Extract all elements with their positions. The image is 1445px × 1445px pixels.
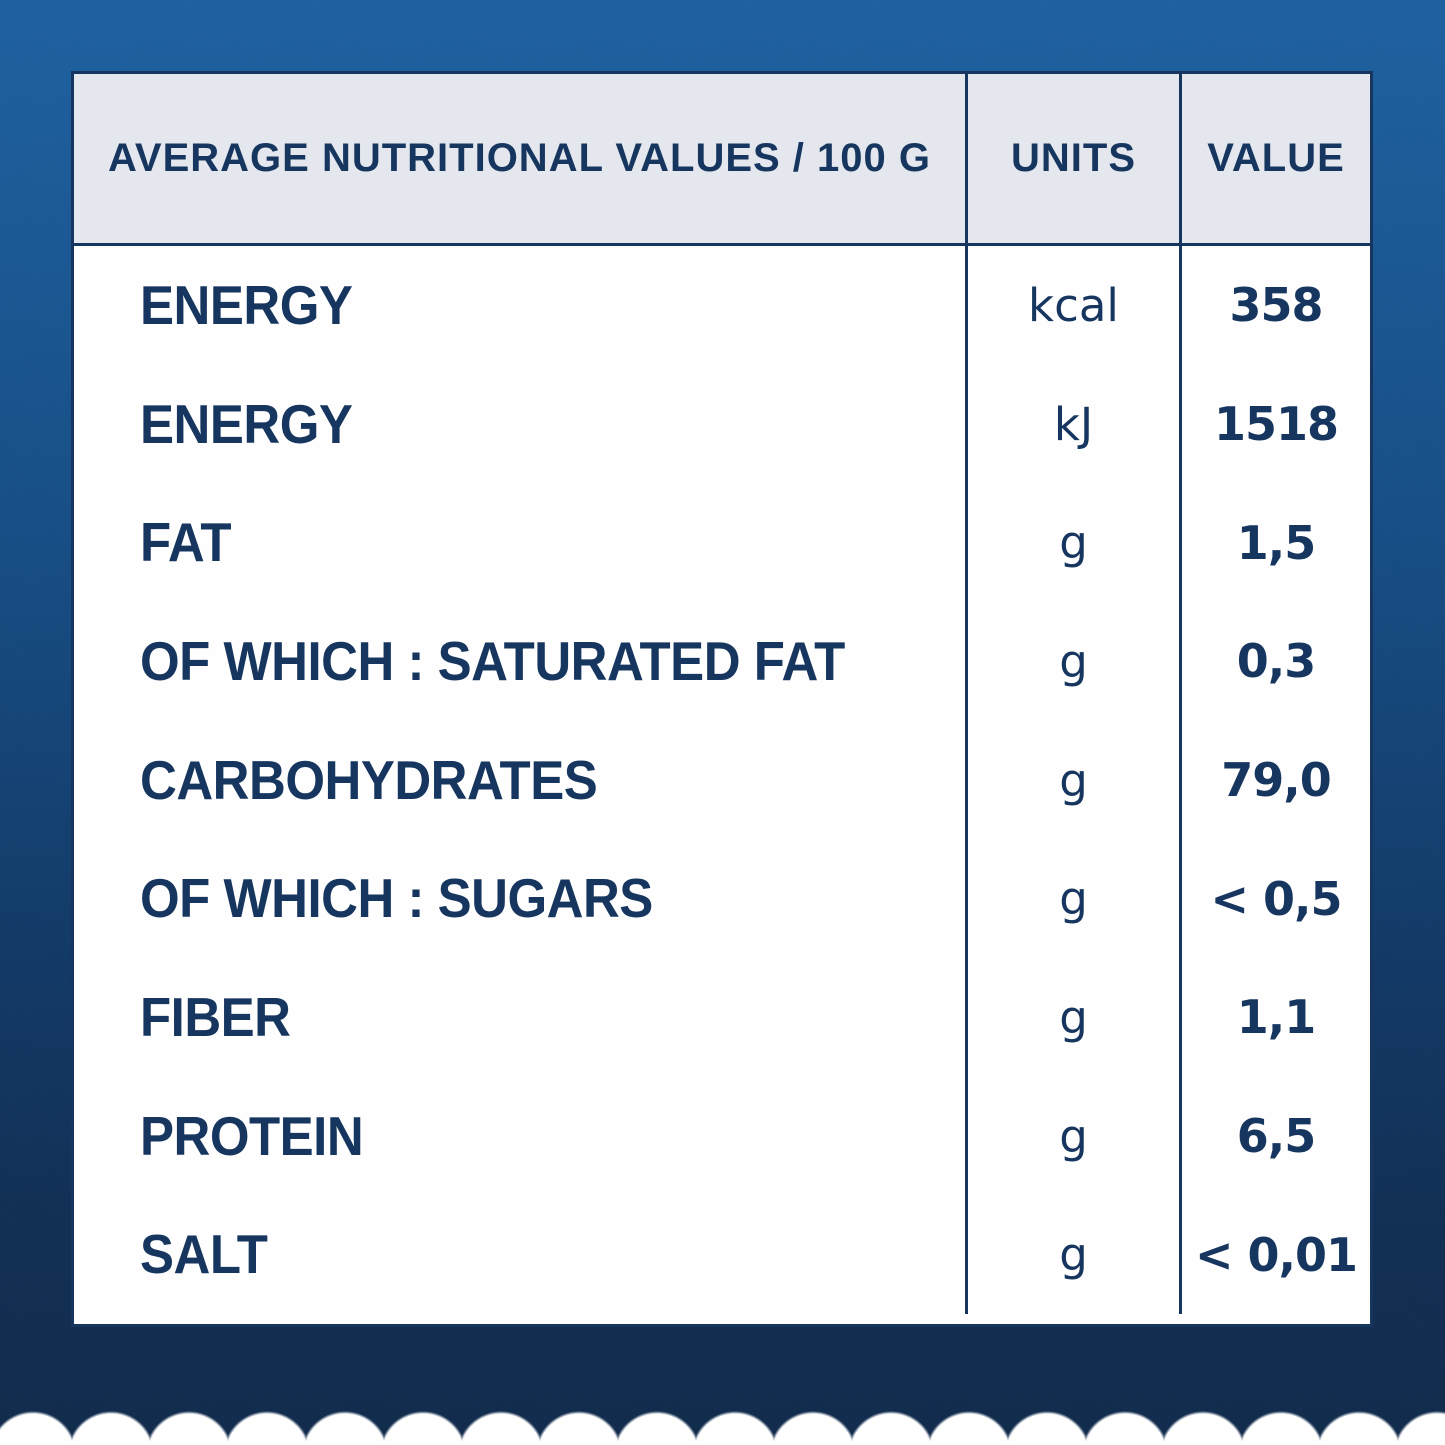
table-row: OF WHICH : SUGARS g < 0,5 [74,839,1370,959]
wrapper-scalloped-edge [0,1399,1445,1445]
table-row: ENERGY kcal 358 [74,246,1370,365]
table-row: OF WHICH : SATURATED FAT g 0,3 [74,602,1370,721]
table-header-row: AVERAGE NUTRITIONAL VALUES / 100 G UNITS… [74,74,1370,246]
nutrient-name-text: OF WHICH : SATURATED FAT [140,630,845,692]
nutrient-name: OF WHICH : SATURATED FAT [74,602,968,721]
nutrient-unit: g [968,720,1182,840]
nutrient-name-text: FAT [140,512,232,574]
nutrient-unit: g [968,958,1182,1077]
nutrient-name-text: SALT [140,1224,268,1286]
table-row: FIBER g 1,1 [74,958,1370,1077]
nutrient-unit: kJ [968,364,1182,484]
nutrient-name: PROTEIN [74,1076,968,1196]
nutrient-name: ENERGY [74,364,968,484]
nutrient-name: OF WHICH : SUGARS [74,839,968,959]
nutrient-name-text: OF WHICH : SUGARS [140,868,653,930]
nutrient-name: ENERGY [74,246,968,365]
nutrient-name: FAT [74,483,968,603]
nutrient-unit: g [968,483,1182,603]
nutrient-name-text: PROTEIN [140,1105,364,1167]
nutrient-unit: g [968,1076,1182,1196]
nutrient-unit: g [968,839,1182,959]
nutrient-name: SALT [74,1195,968,1315]
nutrient-unit: g [968,602,1182,721]
header-units: UNITS [968,74,1182,243]
nutrient-value: < 0,5 [1210,871,1342,926]
nutrient-unit: kcal [968,246,1182,365]
table-row: CARBOHYDRATES g 79,0 [74,720,1370,840]
table-body: ENERGY kcal 358 ENERGY kJ 1518 FAT g 1,5… [74,246,1370,1324]
nutrient-value: 1,1 [1236,990,1317,1045]
nutrient-value: 0,3 [1236,634,1317,689]
table-row: FAT g 1,5 [74,483,1370,603]
nutrient-value: 358 [1229,278,1323,333]
nutrition-table: AVERAGE NUTRITIONAL VALUES / 100 G UNITS… [71,71,1373,1327]
nutrient-name: FIBER [74,958,968,1077]
header-value: VALUE [1207,136,1345,180]
table-row: PROTEIN g 6,5 [74,1076,1370,1196]
nutrient-name-text: ENERGY [140,274,353,336]
nutrient-name-text: CARBOHYDRATES [140,749,598,811]
table-row: SALT g < 0,01 [74,1195,1370,1315]
nutrient-value: 1518 [1213,397,1339,451]
header-nutrients: AVERAGE NUTRITIONAL VALUES / 100 G [74,74,968,243]
nutrient-name: CARBOHYDRATES [74,720,968,840]
nutrient-unit: g [968,1195,1182,1315]
nutrient-value: < 0,01 [1194,1227,1358,1282]
nutrient-value: 1,5 [1236,515,1317,570]
nutrient-name-text: FIBER [140,986,291,1048]
nutrient-name-text: ENERGY [140,393,353,455]
table-row: ENERGY kJ 1518 [74,364,1370,484]
nutrient-value: 6,5 [1236,1109,1317,1164]
nutrient-value: 79,0 [1221,753,1332,808]
